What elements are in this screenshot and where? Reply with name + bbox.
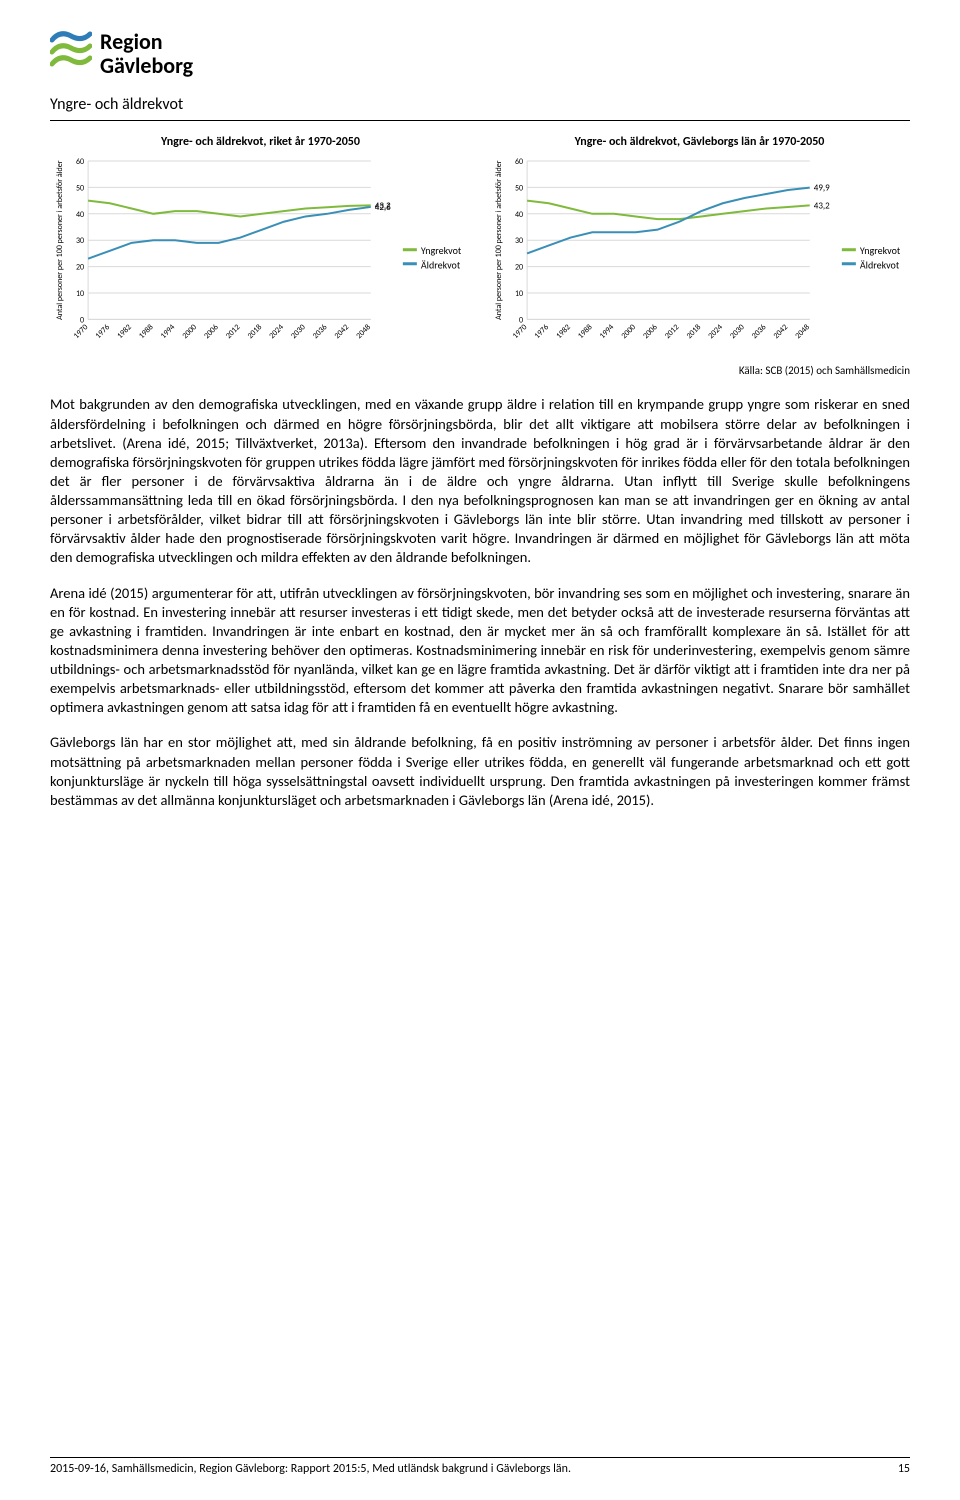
svg-text:2048: 2048 bbox=[793, 322, 812, 341]
svg-text:30: 30 bbox=[515, 236, 523, 246]
svg-text:2042: 2042 bbox=[333, 322, 352, 341]
svg-text:10: 10 bbox=[76, 289, 84, 299]
svg-text:2000: 2000 bbox=[619, 322, 638, 341]
logo-line1: Region bbox=[100, 30, 193, 53]
section-rule bbox=[50, 120, 910, 121]
chart-right-svg: 0102030405060197019761982198819942000200… bbox=[489, 155, 910, 360]
svg-text:30: 30 bbox=[76, 236, 84, 246]
svg-text:2000: 2000 bbox=[180, 322, 199, 341]
charts-row: Yngre- och äldrekvot, riket år 1970-2050… bbox=[50, 135, 910, 360]
chart-left: Yngre- och äldrekvot, riket år 1970-2050… bbox=[50, 135, 471, 360]
paragraph-1: Mot bakgrunden av den demografiska utvec… bbox=[50, 395, 910, 567]
chart-left-title: Yngre- och äldrekvot, riket år 1970-2050 bbox=[50, 135, 471, 149]
svg-text:2036: 2036 bbox=[311, 322, 330, 341]
svg-text:2018: 2018 bbox=[246, 322, 265, 341]
paragraph-2: Arena idé (2015) argumenterar för att, u… bbox=[50, 584, 910, 718]
footer-left: 2015-09-16, Samhällsmedicin, Region Gävl… bbox=[50, 1462, 571, 1476]
chart-right-title: Yngre- och äldrekvot, Gävleborgs län år … bbox=[489, 135, 910, 149]
body-text: Mot bakgrunden av den demografiska utvec… bbox=[50, 395, 910, 810]
svg-text:2024: 2024 bbox=[706, 322, 725, 341]
svg-text:1970: 1970 bbox=[72, 322, 91, 341]
svg-text:1988: 1988 bbox=[137, 322, 156, 341]
svg-text:42,6: 42,6 bbox=[375, 202, 391, 213]
svg-text:2012: 2012 bbox=[663, 322, 682, 341]
svg-text:1982: 1982 bbox=[554, 322, 573, 341]
svg-text:20: 20 bbox=[76, 263, 84, 273]
svg-text:60: 60 bbox=[76, 157, 84, 167]
svg-text:Yngrekvot: Yngrekvot bbox=[421, 244, 462, 257]
svg-text:2018: 2018 bbox=[685, 322, 704, 341]
logo-text: Region Gävleborg bbox=[100, 30, 193, 76]
svg-text:1994: 1994 bbox=[159, 322, 178, 341]
svg-text:43,2: 43,2 bbox=[814, 200, 830, 211]
svg-text:Antal personer per 100 persone: Antal personer per 100 personer i arbets… bbox=[494, 160, 504, 320]
svg-text:2006: 2006 bbox=[641, 322, 660, 341]
svg-text:50: 50 bbox=[515, 183, 523, 193]
source-note: Källa: SCB (2015) och Samhällsmedicin bbox=[50, 364, 910, 377]
svg-text:2012: 2012 bbox=[224, 322, 243, 341]
svg-text:2048: 2048 bbox=[354, 322, 373, 341]
svg-text:1994: 1994 bbox=[598, 322, 617, 341]
svg-text:60: 60 bbox=[515, 157, 523, 167]
footer-page-number: 15 bbox=[898, 1462, 910, 1476]
logo-icon bbox=[50, 30, 92, 77]
svg-text:Antal personer per 100 persone: Antal personer per 100 personer i arbets… bbox=[55, 160, 65, 320]
chart-left-svg: 0102030405060197019761982198819942000200… bbox=[50, 155, 471, 360]
svg-text:2030: 2030 bbox=[289, 322, 308, 341]
svg-text:2030: 2030 bbox=[728, 322, 747, 341]
svg-text:1982: 1982 bbox=[115, 322, 134, 341]
svg-text:2024: 2024 bbox=[267, 322, 286, 341]
svg-text:1988: 1988 bbox=[576, 322, 595, 341]
svg-text:40: 40 bbox=[515, 210, 523, 220]
svg-text:1970: 1970 bbox=[511, 322, 530, 341]
chart-right: Yngre- och äldrekvot, Gävleborgs län år … bbox=[489, 135, 910, 360]
svg-text:1976: 1976 bbox=[532, 322, 551, 341]
svg-text:50: 50 bbox=[76, 183, 84, 193]
svg-text:20: 20 bbox=[515, 263, 523, 273]
svg-text:2036: 2036 bbox=[750, 322, 769, 341]
svg-text:Äldrekvot: Äldrekvot bbox=[421, 258, 461, 271]
logo-line2: Gävleborg bbox=[100, 54, 193, 77]
svg-text:2006: 2006 bbox=[202, 322, 221, 341]
svg-text:1976: 1976 bbox=[93, 322, 112, 341]
svg-text:10: 10 bbox=[515, 289, 523, 299]
svg-text:Yngrekvot: Yngrekvot bbox=[860, 244, 901, 257]
svg-text:2042: 2042 bbox=[772, 322, 791, 341]
svg-text:Äldrekvot: Äldrekvot bbox=[860, 258, 900, 271]
svg-text:49,9: 49,9 bbox=[814, 183, 830, 194]
page-footer: 2015-09-16, Samhällsmedicin, Region Gävl… bbox=[50, 1457, 910, 1476]
section-title: Yngre- och äldrekvot bbox=[50, 95, 910, 114]
header-logo: Region Gävleborg bbox=[50, 30, 910, 77]
paragraph-3: Gävleborgs län har en stor möjlighet att… bbox=[50, 733, 910, 810]
svg-text:40: 40 bbox=[76, 210, 84, 220]
